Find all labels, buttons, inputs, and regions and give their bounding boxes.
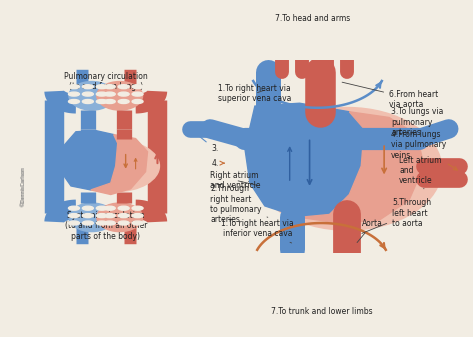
Ellipse shape [104, 85, 115, 89]
Ellipse shape [97, 203, 142, 232]
Ellipse shape [69, 203, 115, 232]
Text: 1.To right heart via
superior vena cava: 1.To right heart via superior vena cava [218, 84, 291, 103]
Ellipse shape [253, 108, 442, 230]
Ellipse shape [82, 92, 93, 96]
Polygon shape [91, 134, 148, 194]
Ellipse shape [69, 92, 79, 96]
Ellipse shape [96, 99, 107, 103]
Ellipse shape [82, 99, 93, 103]
Ellipse shape [96, 206, 107, 210]
Ellipse shape [104, 99, 115, 103]
Ellipse shape [132, 85, 143, 89]
Ellipse shape [118, 214, 129, 218]
Polygon shape [61, 131, 118, 190]
Ellipse shape [104, 221, 115, 225]
Ellipse shape [132, 92, 143, 96]
Text: 7.To trunk and lower limbs: 7.To trunk and lower limbs [271, 307, 372, 316]
Polygon shape [299, 112, 424, 223]
Ellipse shape [104, 214, 115, 218]
Ellipse shape [132, 221, 143, 225]
Text: 3.: 3. [193, 131, 219, 153]
Ellipse shape [82, 221, 93, 225]
Text: Pulmonary circulation
(to and from lungs): Pulmonary circulation (to and from lungs… [64, 72, 148, 91]
Ellipse shape [82, 206, 93, 210]
Text: 2.Through
right heart
to pulmonary
arteries: 2.Through right heart to pulmonary arter… [210, 184, 268, 224]
Ellipse shape [82, 214, 93, 218]
Text: 7.To head and arms: 7.To head and arms [275, 14, 350, 23]
Ellipse shape [118, 85, 129, 89]
Text: Aorta: Aorta [357, 219, 383, 243]
Ellipse shape [96, 221, 107, 225]
Ellipse shape [96, 92, 107, 96]
Text: 4.From lungs
via pulmonary
veins: 4.From lungs via pulmonary veins [391, 130, 457, 170]
Text: ©DennisCarlson: ©DennisCarlson [21, 166, 26, 206]
Text: Right atrium
and ventricle: Right atrium and ventricle [210, 171, 261, 190]
Ellipse shape [104, 206, 115, 210]
Ellipse shape [118, 99, 129, 103]
Text: 1.To right heart via
inferior vena cava: 1.To right heart via inferior vena cava [221, 219, 294, 243]
Polygon shape [245, 103, 364, 217]
Text: Left atrium
and
ventricle: Left atrium and ventricle [399, 156, 441, 189]
Ellipse shape [96, 214, 107, 218]
Text: 3.To lungs via
pulmonary
arteries: 3.To lungs via pulmonary arteries [391, 107, 447, 137]
Ellipse shape [97, 82, 142, 110]
Ellipse shape [104, 92, 115, 96]
Ellipse shape [82, 85, 93, 89]
Text: ©DennisCarlson: ©DennisCarlson [21, 167, 26, 207]
Ellipse shape [69, 85, 79, 89]
Ellipse shape [69, 99, 79, 103]
Ellipse shape [96, 85, 107, 89]
Ellipse shape [69, 82, 115, 110]
Ellipse shape [132, 206, 143, 210]
Ellipse shape [69, 206, 79, 210]
Text: 6.From heart
via aorta: 6.From heart via aorta [342, 82, 438, 109]
Ellipse shape [132, 214, 143, 218]
Ellipse shape [72, 140, 159, 192]
Ellipse shape [132, 99, 143, 103]
Ellipse shape [69, 214, 79, 218]
Text: 4.: 4. [211, 159, 224, 167]
Ellipse shape [118, 206, 129, 210]
Ellipse shape [69, 221, 79, 225]
Ellipse shape [118, 92, 129, 96]
Text: Systemic circulation
(to and from all other
parts of the body): Systemic circulation (to and from all ot… [65, 211, 147, 241]
Text: 5.Through
left heart
to aorta: 5.Through left heart to aorta [362, 198, 431, 234]
Ellipse shape [118, 221, 129, 225]
